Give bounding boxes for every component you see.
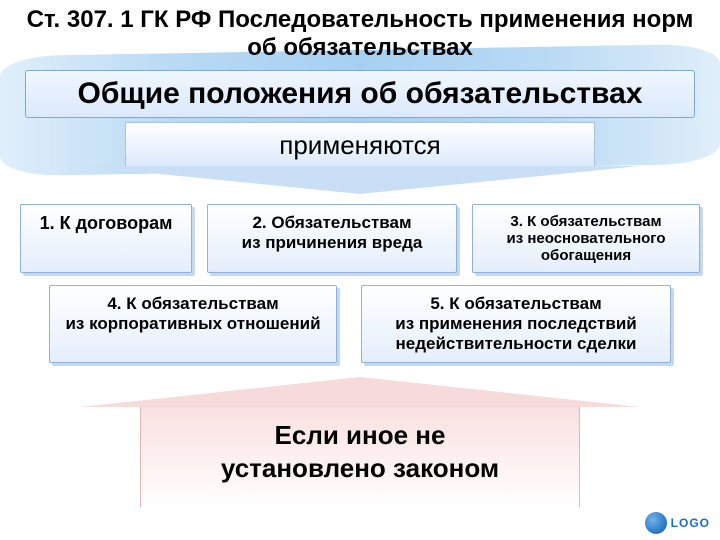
item-5: 5. К обязательствам из применения послед… xyxy=(361,285,671,363)
item-1-text: 1. К договорам xyxy=(40,213,173,233)
item-4-line2: из корпоративных отношений xyxy=(65,314,320,333)
globe-icon xyxy=(645,512,667,534)
up-arrow-label: Если иное не установлено законом xyxy=(140,407,580,507)
up-arrow-line1: Если иное не xyxy=(275,420,446,450)
main-proposition-box: Общие положения об обязательствах xyxy=(25,70,695,118)
logo-text: LOGO xyxy=(671,516,710,530)
item-1: 1. К договорам xyxy=(20,204,192,273)
item-2: 2. Обязательствам из причинения вреда xyxy=(207,204,457,273)
item-5-line3: недействительности сделки xyxy=(396,334,637,353)
down-arrow: применяются xyxy=(25,122,695,200)
corner-logo: LOGO xyxy=(645,512,710,534)
item-2-line1: 2. Обязательствам xyxy=(252,213,411,232)
item-4: 4. К обязательствам из корпоративных отн… xyxy=(49,285,337,363)
item-3-line1: 3. К обязательствам xyxy=(510,213,661,230)
item-2-line2: из причинения вреда xyxy=(242,233,423,252)
down-arrow-label: применяются xyxy=(125,122,595,166)
item-5-line1: 5. К обязательствам xyxy=(430,294,601,313)
items-row-bottom: 4. К обязательствам из корпоративных отн… xyxy=(10,285,710,363)
item-3-line2: из неосновательного xyxy=(506,230,665,247)
down-arrow-head xyxy=(80,166,640,194)
page-title: Ст. 307. 1 ГК РФ Последовательность прим… xyxy=(0,0,720,64)
up-arrow: Если иное не установлено законом xyxy=(80,377,640,517)
items-row-top: 1. К договорам 2. Обязательствам из прич… xyxy=(10,204,710,273)
item-3-line3: обогащения xyxy=(541,247,631,264)
item-5-line2: из применения последствий xyxy=(395,314,636,333)
up-arrow-head xyxy=(80,377,640,407)
item-4-line1: 4. К обязательствам xyxy=(107,294,278,313)
up-arrow-line2: установлено законом xyxy=(221,453,499,483)
item-3: 3. К обязательствам из неосновательного … xyxy=(472,204,700,273)
